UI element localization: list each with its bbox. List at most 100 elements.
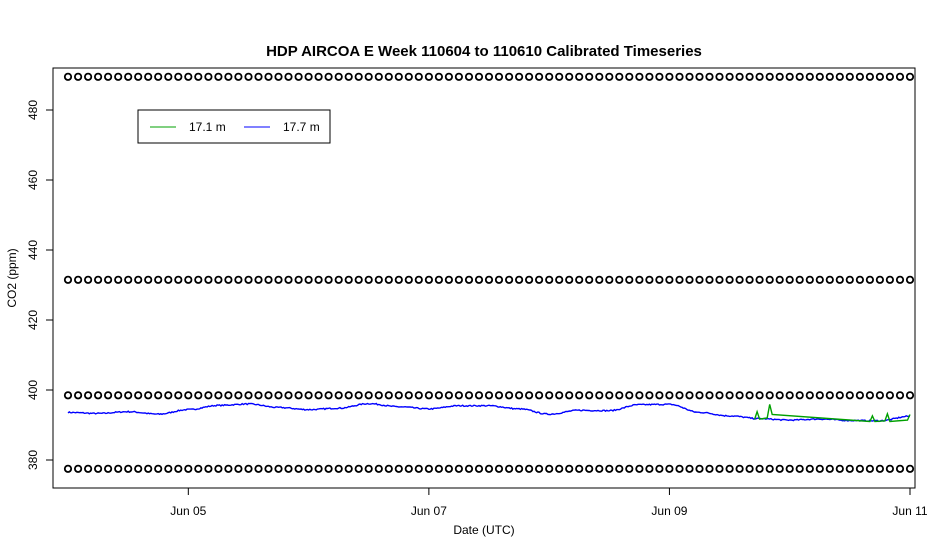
reference-point xyxy=(565,464,574,473)
reference-point xyxy=(294,464,303,473)
reference-point xyxy=(665,275,674,284)
reference-point xyxy=(635,72,644,81)
reference-point xyxy=(484,72,494,81)
reference-point xyxy=(625,275,634,284)
reference-point xyxy=(104,72,113,81)
reference-point xyxy=(895,72,905,81)
y-axis-label: CO2 (ppm) xyxy=(5,248,19,307)
reference-point xyxy=(224,391,233,400)
reference-point xyxy=(224,72,233,81)
reference-point xyxy=(905,391,915,400)
reference-point xyxy=(184,275,193,284)
y-tick-label: 400 xyxy=(26,380,40,400)
reference-point xyxy=(755,72,764,81)
reference-point xyxy=(545,464,554,473)
chart-title: HDP AIRCOA E Week 110604 to 110610 Calib… xyxy=(266,43,702,60)
reference-point xyxy=(484,391,494,400)
reference-point xyxy=(344,275,353,284)
reference-point xyxy=(414,275,423,284)
reference-point xyxy=(124,275,133,284)
reference-point xyxy=(404,391,413,400)
reference-point xyxy=(374,464,383,473)
reference-point xyxy=(595,275,604,284)
reference-point xyxy=(524,391,534,400)
reference-point xyxy=(444,275,453,284)
reference-point xyxy=(74,391,83,400)
reference-point xyxy=(114,72,123,81)
reference-point xyxy=(394,72,403,81)
reference-point xyxy=(63,464,73,473)
reference-point xyxy=(655,275,664,284)
reference-point xyxy=(514,275,524,284)
reference-point xyxy=(384,72,393,81)
reference-point xyxy=(314,72,323,81)
reference-point xyxy=(474,275,484,284)
reference-point xyxy=(264,464,273,473)
reference-point xyxy=(825,72,834,81)
x-axis: Jun 05 Jun 07 Jun 09 Jun 11 xyxy=(170,488,928,518)
reference-point xyxy=(775,275,784,284)
y-tick-label: 420 xyxy=(26,310,40,330)
reference-point xyxy=(494,275,504,284)
reference-point xyxy=(374,72,383,81)
reference-point xyxy=(354,391,363,400)
reference-point xyxy=(845,72,854,81)
reference-point xyxy=(755,391,764,400)
reference-point xyxy=(845,275,854,284)
reference-point xyxy=(444,72,453,81)
reference-point xyxy=(444,464,453,473)
reference-point xyxy=(424,464,433,473)
reference-point xyxy=(835,72,844,81)
reference-point xyxy=(324,275,333,284)
reference-point xyxy=(224,275,233,284)
reference-point xyxy=(114,464,123,473)
reference-point xyxy=(885,72,895,81)
reference-point xyxy=(655,72,664,81)
reference-point xyxy=(384,391,393,400)
reference-point xyxy=(454,464,463,473)
reference-point xyxy=(84,275,93,284)
reference-point xyxy=(84,391,93,400)
reference-point xyxy=(875,391,885,400)
reference-point xyxy=(264,72,273,81)
reference-point xyxy=(695,391,704,400)
reference-point xyxy=(635,464,644,473)
reference-point xyxy=(384,464,393,473)
reference-point xyxy=(274,275,283,284)
reference-point xyxy=(645,275,654,284)
reference-point xyxy=(504,391,514,400)
reference-point xyxy=(885,275,895,284)
reference-point xyxy=(805,464,814,473)
reference-point xyxy=(63,72,73,81)
reference-point xyxy=(585,275,594,284)
reference-point xyxy=(154,275,163,284)
reference-point xyxy=(154,72,163,81)
reference-point xyxy=(374,275,383,284)
reference-point xyxy=(324,72,333,81)
reference-point xyxy=(585,464,594,473)
reference-point xyxy=(655,391,664,400)
reference-markers xyxy=(63,72,915,473)
reference-point xyxy=(885,391,895,400)
reference-point xyxy=(434,391,443,400)
reference-point xyxy=(314,275,323,284)
reference-point xyxy=(404,72,413,81)
reference-point xyxy=(194,464,203,473)
reference-point xyxy=(705,275,714,284)
reference-point xyxy=(755,464,764,473)
reference-point xyxy=(244,72,253,81)
reference-point xyxy=(725,464,734,473)
reference-point xyxy=(334,391,343,400)
reference-point xyxy=(665,391,674,400)
series-line-17-7-m xyxy=(67,402,911,423)
reference-point xyxy=(795,391,804,400)
reference-point xyxy=(534,72,544,81)
reference-point xyxy=(454,72,463,81)
reference-point xyxy=(605,275,614,284)
legend-label-17-7m: 17.7 m xyxy=(283,120,320,134)
reference-point xyxy=(284,464,293,473)
reference-point xyxy=(204,275,213,284)
reference-point xyxy=(63,275,73,284)
reference-point xyxy=(615,391,624,400)
reference-point xyxy=(364,275,373,284)
